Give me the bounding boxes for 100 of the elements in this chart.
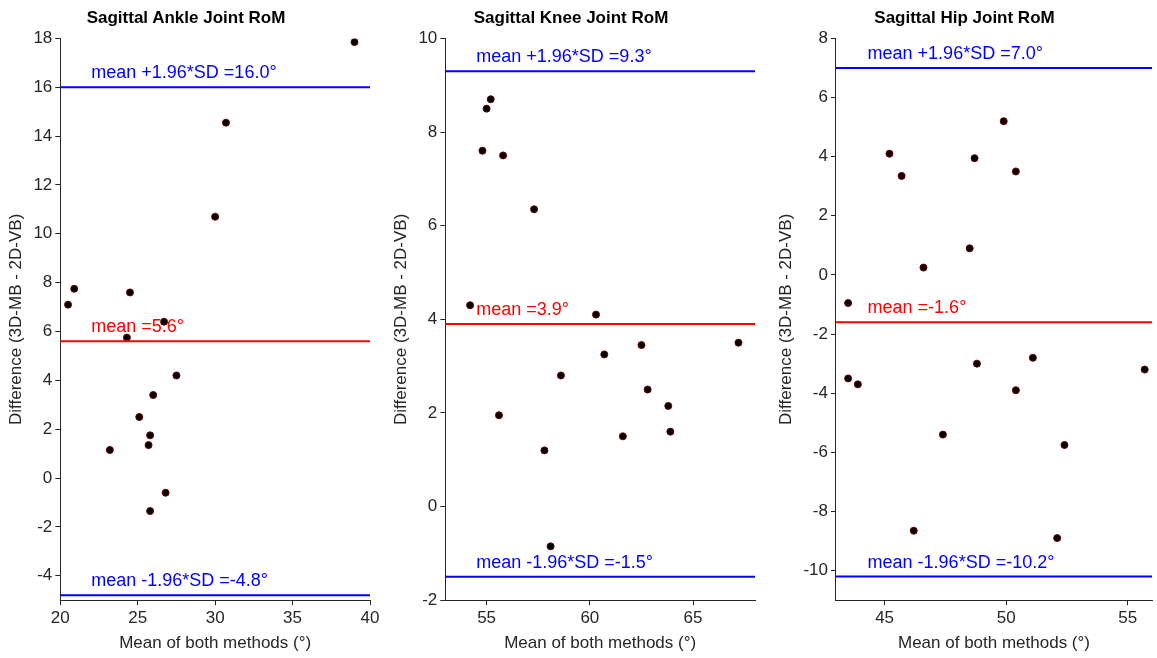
point [486,95,495,104]
y-tick-label: 8 [427,121,438,141]
y-tick-label: 4 [42,370,53,390]
point [618,432,627,441]
point [482,104,491,113]
point [938,430,947,439]
y-tick-label: -4 [37,565,53,585]
y-axis-title: Difference (3D-MB - 2D-VB) [5,213,25,425]
x-tick-label: 60 [580,608,600,628]
point [122,333,131,342]
point [844,299,853,308]
point [853,380,862,389]
y-tick-label: 14 [33,125,53,145]
point [972,359,981,368]
x-axis-title: Mean of both methods (°) [119,633,312,653]
point [897,171,906,180]
y-tick-label: -2 [37,516,53,536]
point [664,401,673,410]
y-axis-title: Difference (3D-MB - 2D-VB) [390,213,410,425]
point [161,488,170,497]
point [666,427,675,436]
point [592,310,601,319]
chart-title: Sagittal Ankle Joint RoM [86,7,286,27]
point [350,38,359,47]
point [637,341,646,350]
y-tick-label: 2 [818,205,828,225]
ref-line-label: mean -1.96*SD =-10.2° [867,551,1055,572]
point [970,154,979,163]
point [999,117,1008,126]
point [1053,534,1062,543]
ref-line-label: mean -1.96*SD =-1.5° [476,551,654,572]
y-tick-label: -4 [812,382,828,402]
point [149,391,158,400]
x-tick-label: 30 [205,608,225,628]
point [600,350,609,359]
y-tick-label: 0 [42,467,53,487]
x-tick-label: 50 [996,608,1016,628]
y-tick-label: 12 [33,174,53,194]
y-tick-label: -6 [812,442,828,462]
point [1011,167,1020,176]
ref-line-label: mean =3.9° [476,298,570,319]
y-tick-label: 6 [818,87,828,107]
point [144,441,153,450]
y-tick-label: -2 [422,589,438,609]
y-tick-label: 8 [42,272,53,292]
y-tick-label: -8 [812,501,828,521]
y-tick-label: -2 [812,323,828,343]
y-tick-label: 16 [33,76,53,96]
y-tick-label: 18 [33,28,53,48]
point [146,431,155,440]
point [125,288,134,297]
point [494,411,503,420]
point [466,301,475,310]
point [1060,440,1069,449]
point [211,212,220,221]
x-tick-label: 35 [283,608,303,628]
ref-line-label: mean +1.96*SD =16.0° [91,62,277,83]
chart-title: Sagittal Hip Joint RoM [874,7,1055,27]
chart-title: Sagittal Knee Joint RoM [473,7,669,27]
y-tick-label: 4 [427,308,438,328]
point [172,371,181,380]
x-tick-label: 20 [50,608,70,628]
point [556,371,565,380]
point [478,146,487,155]
x-axis-title: Mean of both methods (°) [504,633,697,653]
ref-line-label: mean +1.96*SD =9.3° [476,46,652,67]
y-tick-label: 10 [33,223,53,243]
point [135,413,144,421]
point [919,263,928,272]
point [146,507,155,516]
x-tick-label: 25 [128,608,148,628]
y-tick-label: 6 [427,215,438,235]
point [105,445,114,454]
point [221,118,230,127]
y-axis-title: Difference (3D-MB - 2D-VB) [775,213,795,425]
y-tick-label: 8 [818,28,828,48]
point [844,374,853,383]
ref-line-label: mean +1.96*SD =7.0° [867,42,1043,63]
y-tick-label: 6 [42,321,53,341]
y-tick-label: 10 [418,28,438,48]
point [530,205,539,214]
point [1011,386,1020,395]
point [885,149,894,158]
y-tick-label: 2 [427,402,438,422]
x-tick-label: 45 [875,608,895,628]
y-tick-label: 4 [818,146,828,166]
point [540,446,549,455]
x-axis-title: Mean of both methods (°) [897,633,1090,653]
ref-line-label: mean =-1.6° [867,297,967,318]
ref-line-label: mean =5.6° [91,316,185,337]
y-tick-label: 0 [427,496,438,516]
point [734,338,743,347]
point [965,244,974,253]
x-tick-label: 55 [477,608,497,628]
point [70,284,79,293]
point [499,151,508,160]
point [909,526,918,535]
x-tick-label: 65 [683,608,703,628]
y-tick-label: 2 [42,418,53,438]
x-tick-label: 40 [360,608,380,628]
